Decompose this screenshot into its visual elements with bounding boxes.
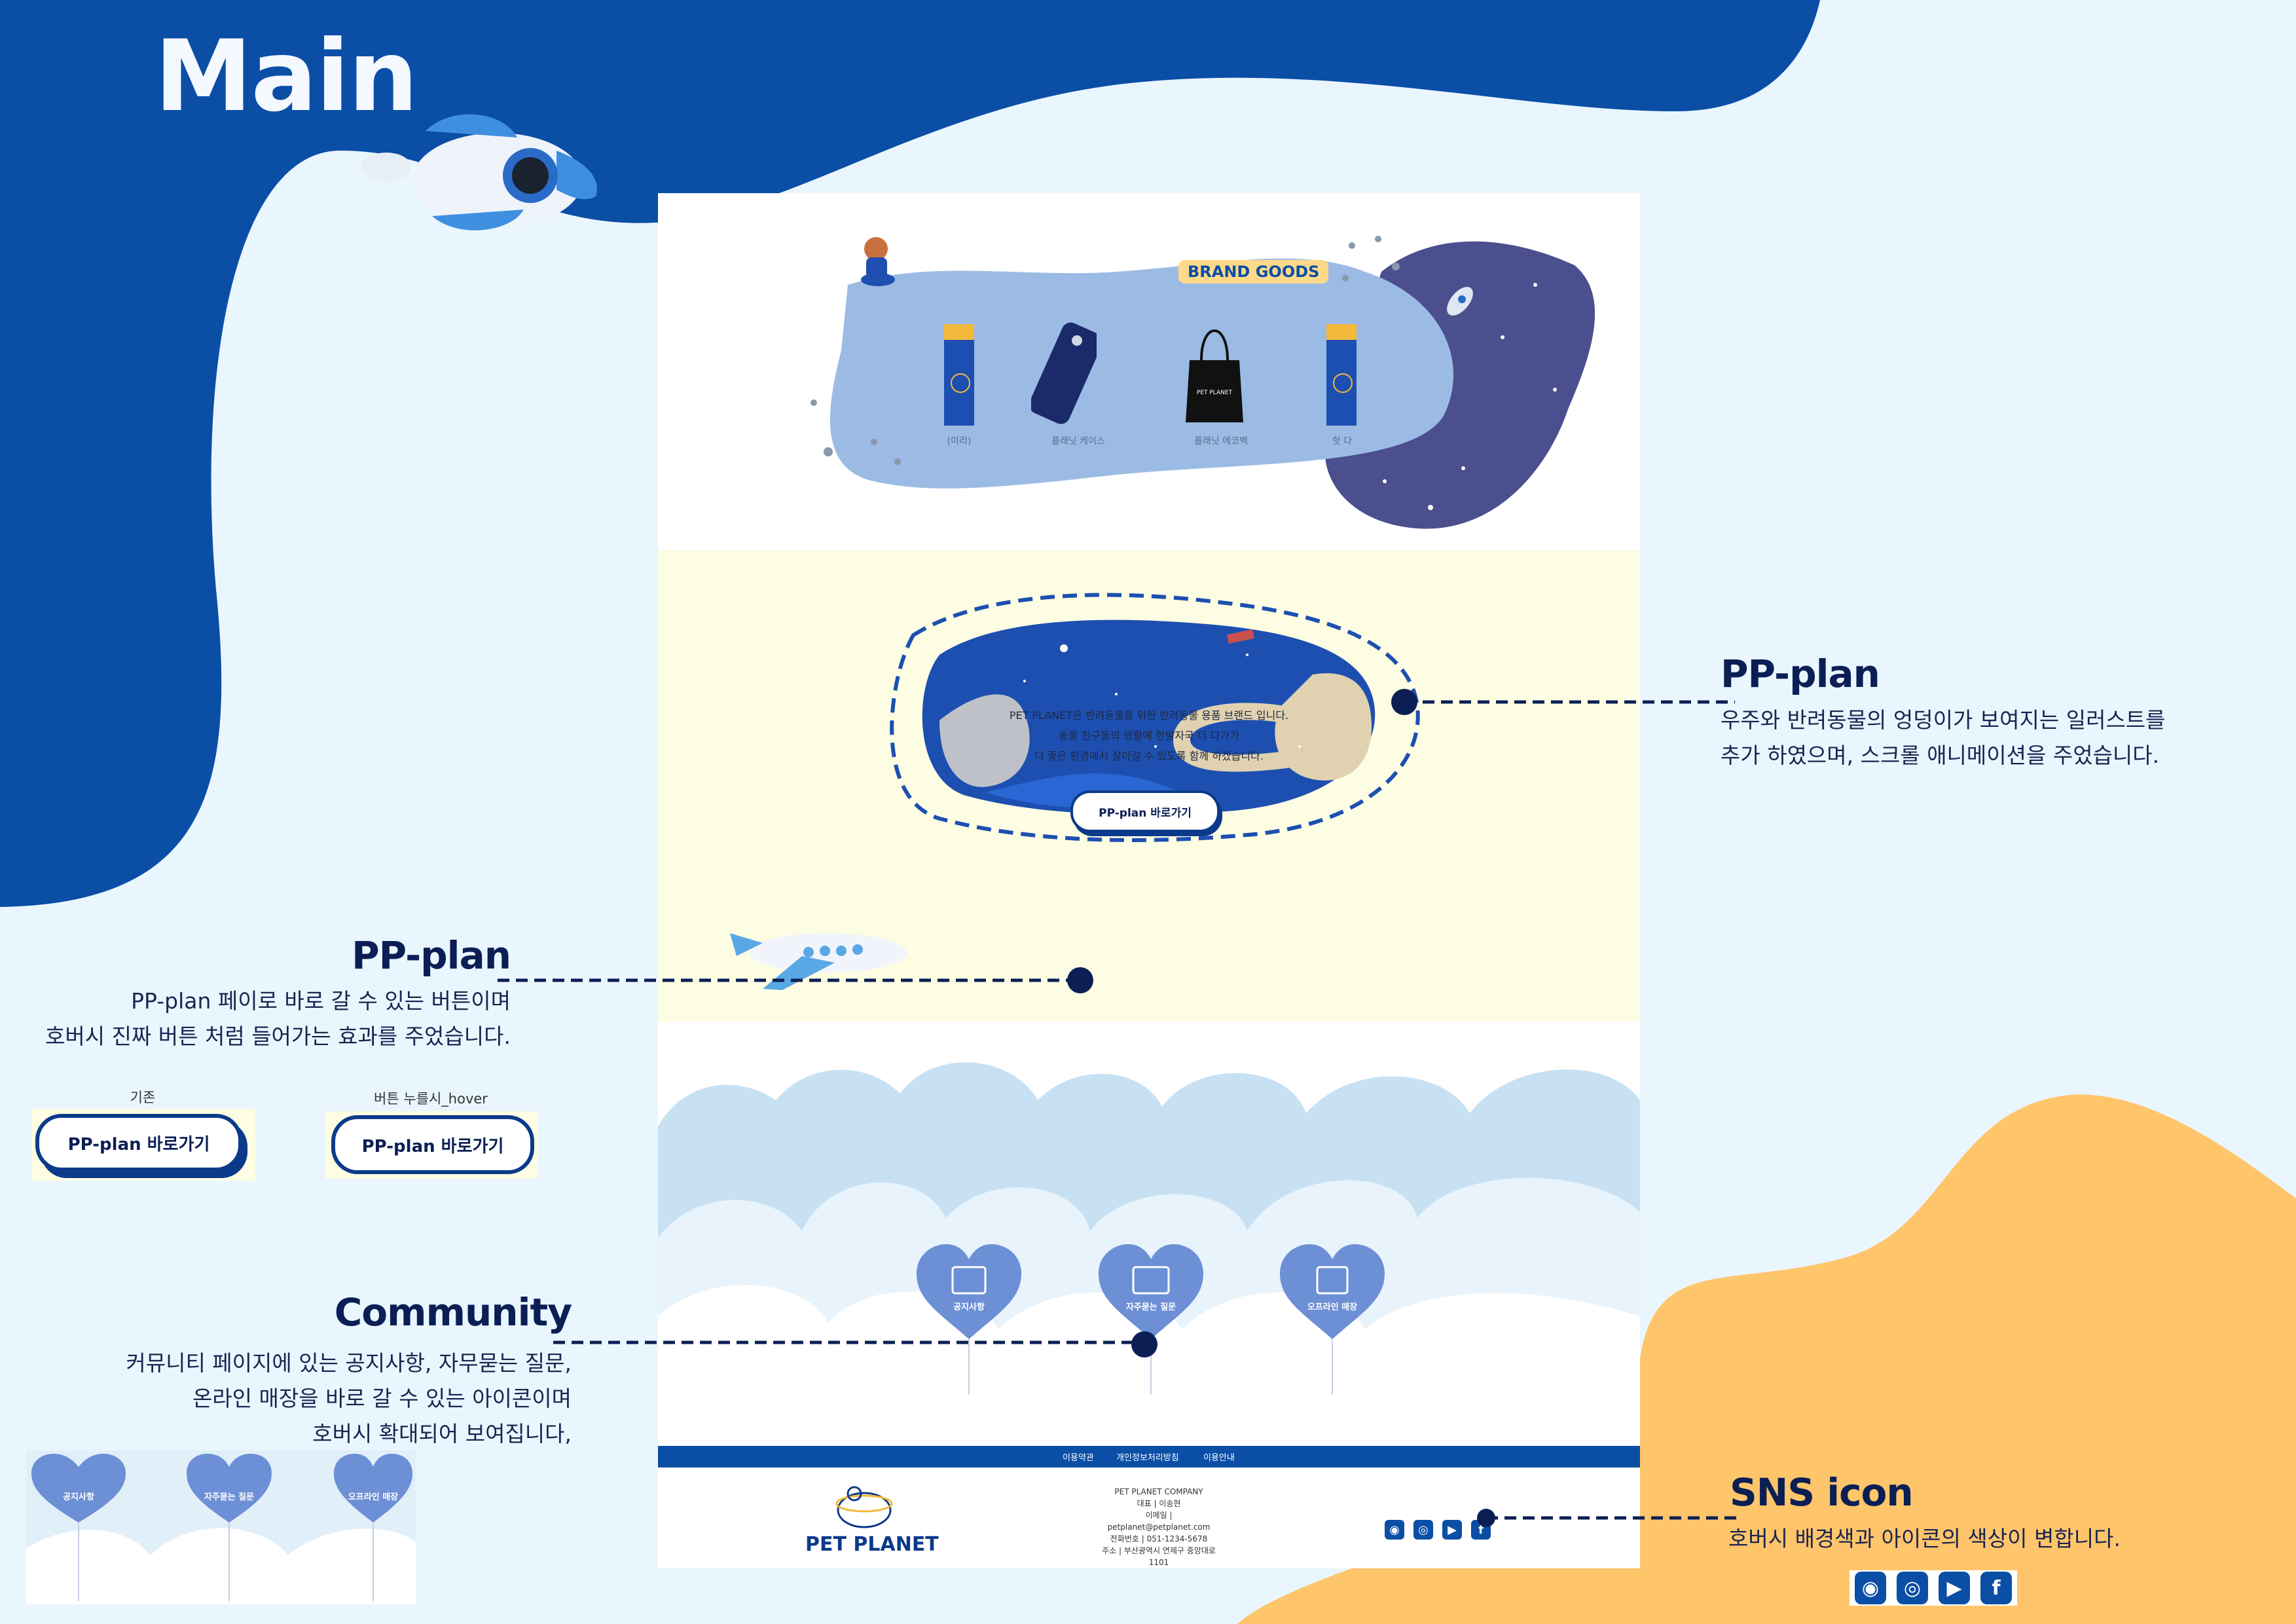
footer-brand: PET PLANET <box>805 1533 939 1556</box>
community-demo-box: 공지사항 자주묻는 질문 오프라인 매장 <box>26 1450 416 1604</box>
footer-nav-guide[interactable]: 이용안내 <box>1203 1453 1235 1463</box>
heart-label: 자주묻는 질문 <box>1126 1302 1176 1312</box>
community-heart[interactable]: 오프라인 매장 <box>1277 1241 1388 1398</box>
goods-backdrop <box>811 236 1595 529</box>
orange-wave-shape <box>1237 1094 2296 1624</box>
footer-info-line: 이메일 | petplanet@petplanet.com <box>1107 1511 1211 1532</box>
annotation-desc: 우주와 반려동물의 엉덩이가 보여지는 일러스트를 추가 하였으며, 스크롤 애… <box>1721 703 2166 773</box>
goods-label: 플래닛 케이스 <box>1051 436 1105 447</box>
pet-planet-logo-icon <box>835 1486 893 1528</box>
footer-info-line: 전화번호 | 051-1234-5678 <box>1110 1534 1208 1543</box>
svg-text:PET PLANET: PET PLANET <box>1197 390 1233 396</box>
annotation-desc-line: 추가 하였으며, 스크롤 애니메이션을 주었습니다. <box>1721 743 2160 768</box>
intro-line: 동물 친구들의 생활에 한발자국 더 다가가 <box>1059 729 1239 742</box>
space-illustration <box>890 593 1420 842</box>
demo-default-box: PP-plan 바로가기 <box>31 1109 255 1181</box>
footer-info: PET PLANET COMPANY 대표 | 이송현 이메일 | petpla… <box>1093 1486 1224 1568</box>
instagram-icon[interactable]: ◎ <box>1897 1572 1928 1604</box>
rocket-icon <box>361 114 597 231</box>
community-section: 공지사항 자주묻는 질문 오프라인 매장 <box>658 1022 1640 1447</box>
community-heart[interactable]: 자주묻는 질문 <box>1095 1241 1207 1398</box>
blue-wave-shape <box>0 0 1820 907</box>
instagram-icon[interactable]: ◎ <box>1413 1520 1433 1540</box>
footer-nav-terms[interactable]: 이용약관 <box>1063 1453 1094 1463</box>
youtube-icon[interactable]: ▶ <box>1939 1572 1970 1604</box>
brand-goods-badge: BRAND GOODS <box>1178 260 1329 284</box>
footer-info-line: 주소 | 부산광역시 연제구 중앙대로 1101 <box>1102 1546 1216 1567</box>
annotation-desc-line: 커뮤니티 페이지에 있는 공지사항, 자무묻는 질문, <box>126 1350 572 1376</box>
annotation-title: PP-plan <box>1721 652 1880 696</box>
annotation-desc-line: PP-plan 페이로 바로 갈 수 있는 버튼이며 <box>131 988 511 1014</box>
goods-item[interactable] <box>941 324 977 432</box>
intro-line: PET PLANET은 반려동물을 위한 반려동물 용품 브랜드 입니다. <box>1009 709 1289 722</box>
youtube-icon[interactable]: ▶ <box>1442 1520 1462 1540</box>
footer-nav: 이용약관 개인정보처리방침 이용안내 <box>658 1446 1640 1467</box>
phone-case-icon <box>1029 322 1103 424</box>
annotation-desc-line: 온라인 매장을 바로 갈 수 있는 아이콘이며 <box>192 1386 572 1411</box>
intro-line: 더 좋은 환경에서 살아갈 수 있도록 함께 하겠습니다. <box>1034 750 1264 762</box>
demo-hover-box: PP-plan 바로가기 <box>325 1111 538 1179</box>
talk-icon[interactable]: ◉ <box>1385 1520 1404 1540</box>
brand-goods-section: BRAND GOODS (이리) 플래닛 케이스 PET PLANET 플래닛 … <box>658 193 1640 550</box>
footer-nav-privacy[interactable]: 개인정보처리방침 <box>1116 1453 1179 1463</box>
goods-label: (이리) <box>947 436 972 447</box>
annotation-desc-line: 호버시 진짜 버튼 처럼 들어가는 효과를 주었습니다. <box>45 1024 511 1049</box>
goods-item[interactable] <box>1323 324 1360 432</box>
facebook-icon[interactable]: f <box>1980 1572 2012 1604</box>
community-heart[interactable]: 공지사항 <box>913 1241 1025 1398</box>
footer-info-line: PET PLANET COMPANY <box>1114 1487 1203 1496</box>
annotation-title: Community <box>334 1290 572 1335</box>
bookmark-icon <box>944 324 974 426</box>
demo-caption-hover: 버튼 누를시_hover <box>374 1091 488 1107</box>
footer: PET PLANET PET PLANET COMPANY 대표 | 이송현 이… <box>658 1467 1640 1568</box>
talk-icon[interactable]: ◉ <box>1855 1572 1886 1604</box>
main-title: Main <box>155 20 418 134</box>
tote-bag-icon: PET PLANET <box>1186 329 1243 422</box>
goods-item[interactable] <box>1029 321 1103 435</box>
annotation-desc: PP-plan 페이로 바로 갈 수 있는 버튼이며 호버시 진짜 버튼 처럼 … <box>13 984 511 1054</box>
footer-info-line: 대표 | 이송현 <box>1137 1499 1181 1508</box>
community-demo-illustration: 공지사항 자주묻는 질문 오프라인 매장 <box>26 1454 416 1604</box>
sns-demo: ◉ ◎ ▶ f <box>1850 1570 2017 1606</box>
heart-label: 오프라인 매장 <box>348 1492 398 1502</box>
notice-icon <box>951 1266 987 1295</box>
demo-caption-default: 기존 <box>130 1090 156 1105</box>
annotation-desc: 호버시 배경색과 아이콘의 색상이 변합니다. <box>1728 1526 2121 1551</box>
bookmark-icon <box>1326 324 1357 426</box>
goods-item[interactable]: PET PLANET <box>1183 321 1246 435</box>
pp-plan-button[interactable]: PP-plan 바로가기 <box>1070 790 1220 832</box>
goods-label: 플래닛 에코백 <box>1194 436 1248 447</box>
heart-label: 공지사항 <box>63 1492 94 1502</box>
annotation-desc-line: 호버시 확대되어 보여집니다, <box>312 1421 572 1447</box>
demo-button-default[interactable]: PP-plan 바로가기 <box>35 1114 242 1172</box>
faq-icon <box>1132 1266 1170 1295</box>
store-icon <box>1316 1266 1349 1295</box>
goods-label: 핫 다 <box>1332 436 1353 447</box>
demo-button-hover[interactable]: PP-plan 바로가기 <box>331 1115 534 1174</box>
heart-label: 오프라인 매장 <box>1307 1302 1357 1312</box>
annotation-title: PP-plan <box>352 933 511 978</box>
clouds-illustration <box>658 1062 1640 1447</box>
annotation-title: SNS icon <box>1730 1470 1914 1515</box>
heart-label: 공지사항 <box>953 1302 985 1312</box>
heart-label: 자주묻는 질문 <box>204 1492 254 1502</box>
annotation-desc: 커뮤니티 페이지에 있는 공지사항, 자무묻는 질문, 온라인 매장을 바로 갈… <box>39 1346 572 1452</box>
annotation-desc-line: 우주와 반려동물의 엉덩이가 보여지는 일러스트를 <box>1721 707 2166 733</box>
